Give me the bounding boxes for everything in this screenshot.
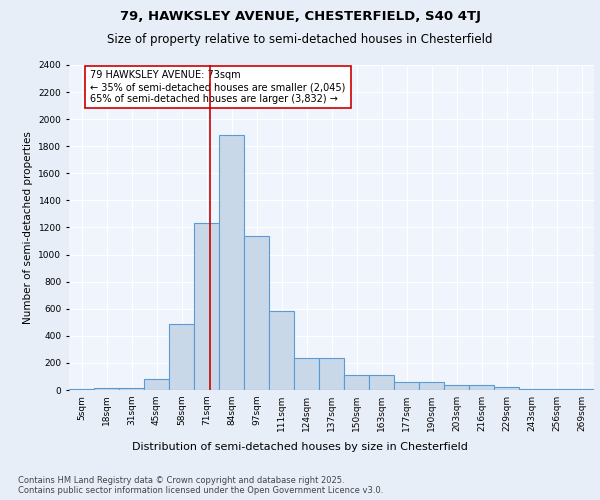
Text: 79, HAWKSLEY AVENUE, CHESTERFIELD, S40 4TJ: 79, HAWKSLEY AVENUE, CHESTERFIELD, S40 4… xyxy=(119,10,481,23)
Bar xyxy=(369,375,394,390)
Text: Distribution of semi-detached houses by size in Chesterfield: Distribution of semi-detached houses by … xyxy=(132,442,468,452)
Y-axis label: Number of semi-detached properties: Number of semi-detached properties xyxy=(23,131,33,324)
Bar xyxy=(169,324,194,390)
Text: Contains HM Land Registry data © Crown copyright and database right 2025.
Contai: Contains HM Land Registry data © Crown c… xyxy=(18,476,383,495)
Bar xyxy=(444,384,469,390)
Bar xyxy=(94,388,119,390)
Bar xyxy=(269,312,294,390)
Bar xyxy=(494,388,519,390)
Bar xyxy=(319,358,344,390)
Bar xyxy=(144,379,169,390)
Text: Size of property relative to semi-detached houses in Chesterfield: Size of property relative to semi-detach… xyxy=(107,32,493,46)
Bar xyxy=(469,384,494,390)
Bar xyxy=(419,382,444,390)
Bar xyxy=(344,375,369,390)
Text: 79 HAWKSLEY AVENUE: 73sqm
← 35% of semi-detached houses are smaller (2,045)
65% : 79 HAWKSLEY AVENUE: 73sqm ← 35% of semi-… xyxy=(91,70,346,104)
Bar xyxy=(394,382,419,390)
Bar xyxy=(294,358,319,390)
Bar xyxy=(219,136,244,390)
Bar xyxy=(244,236,269,390)
Bar xyxy=(194,224,219,390)
Bar xyxy=(119,388,144,390)
